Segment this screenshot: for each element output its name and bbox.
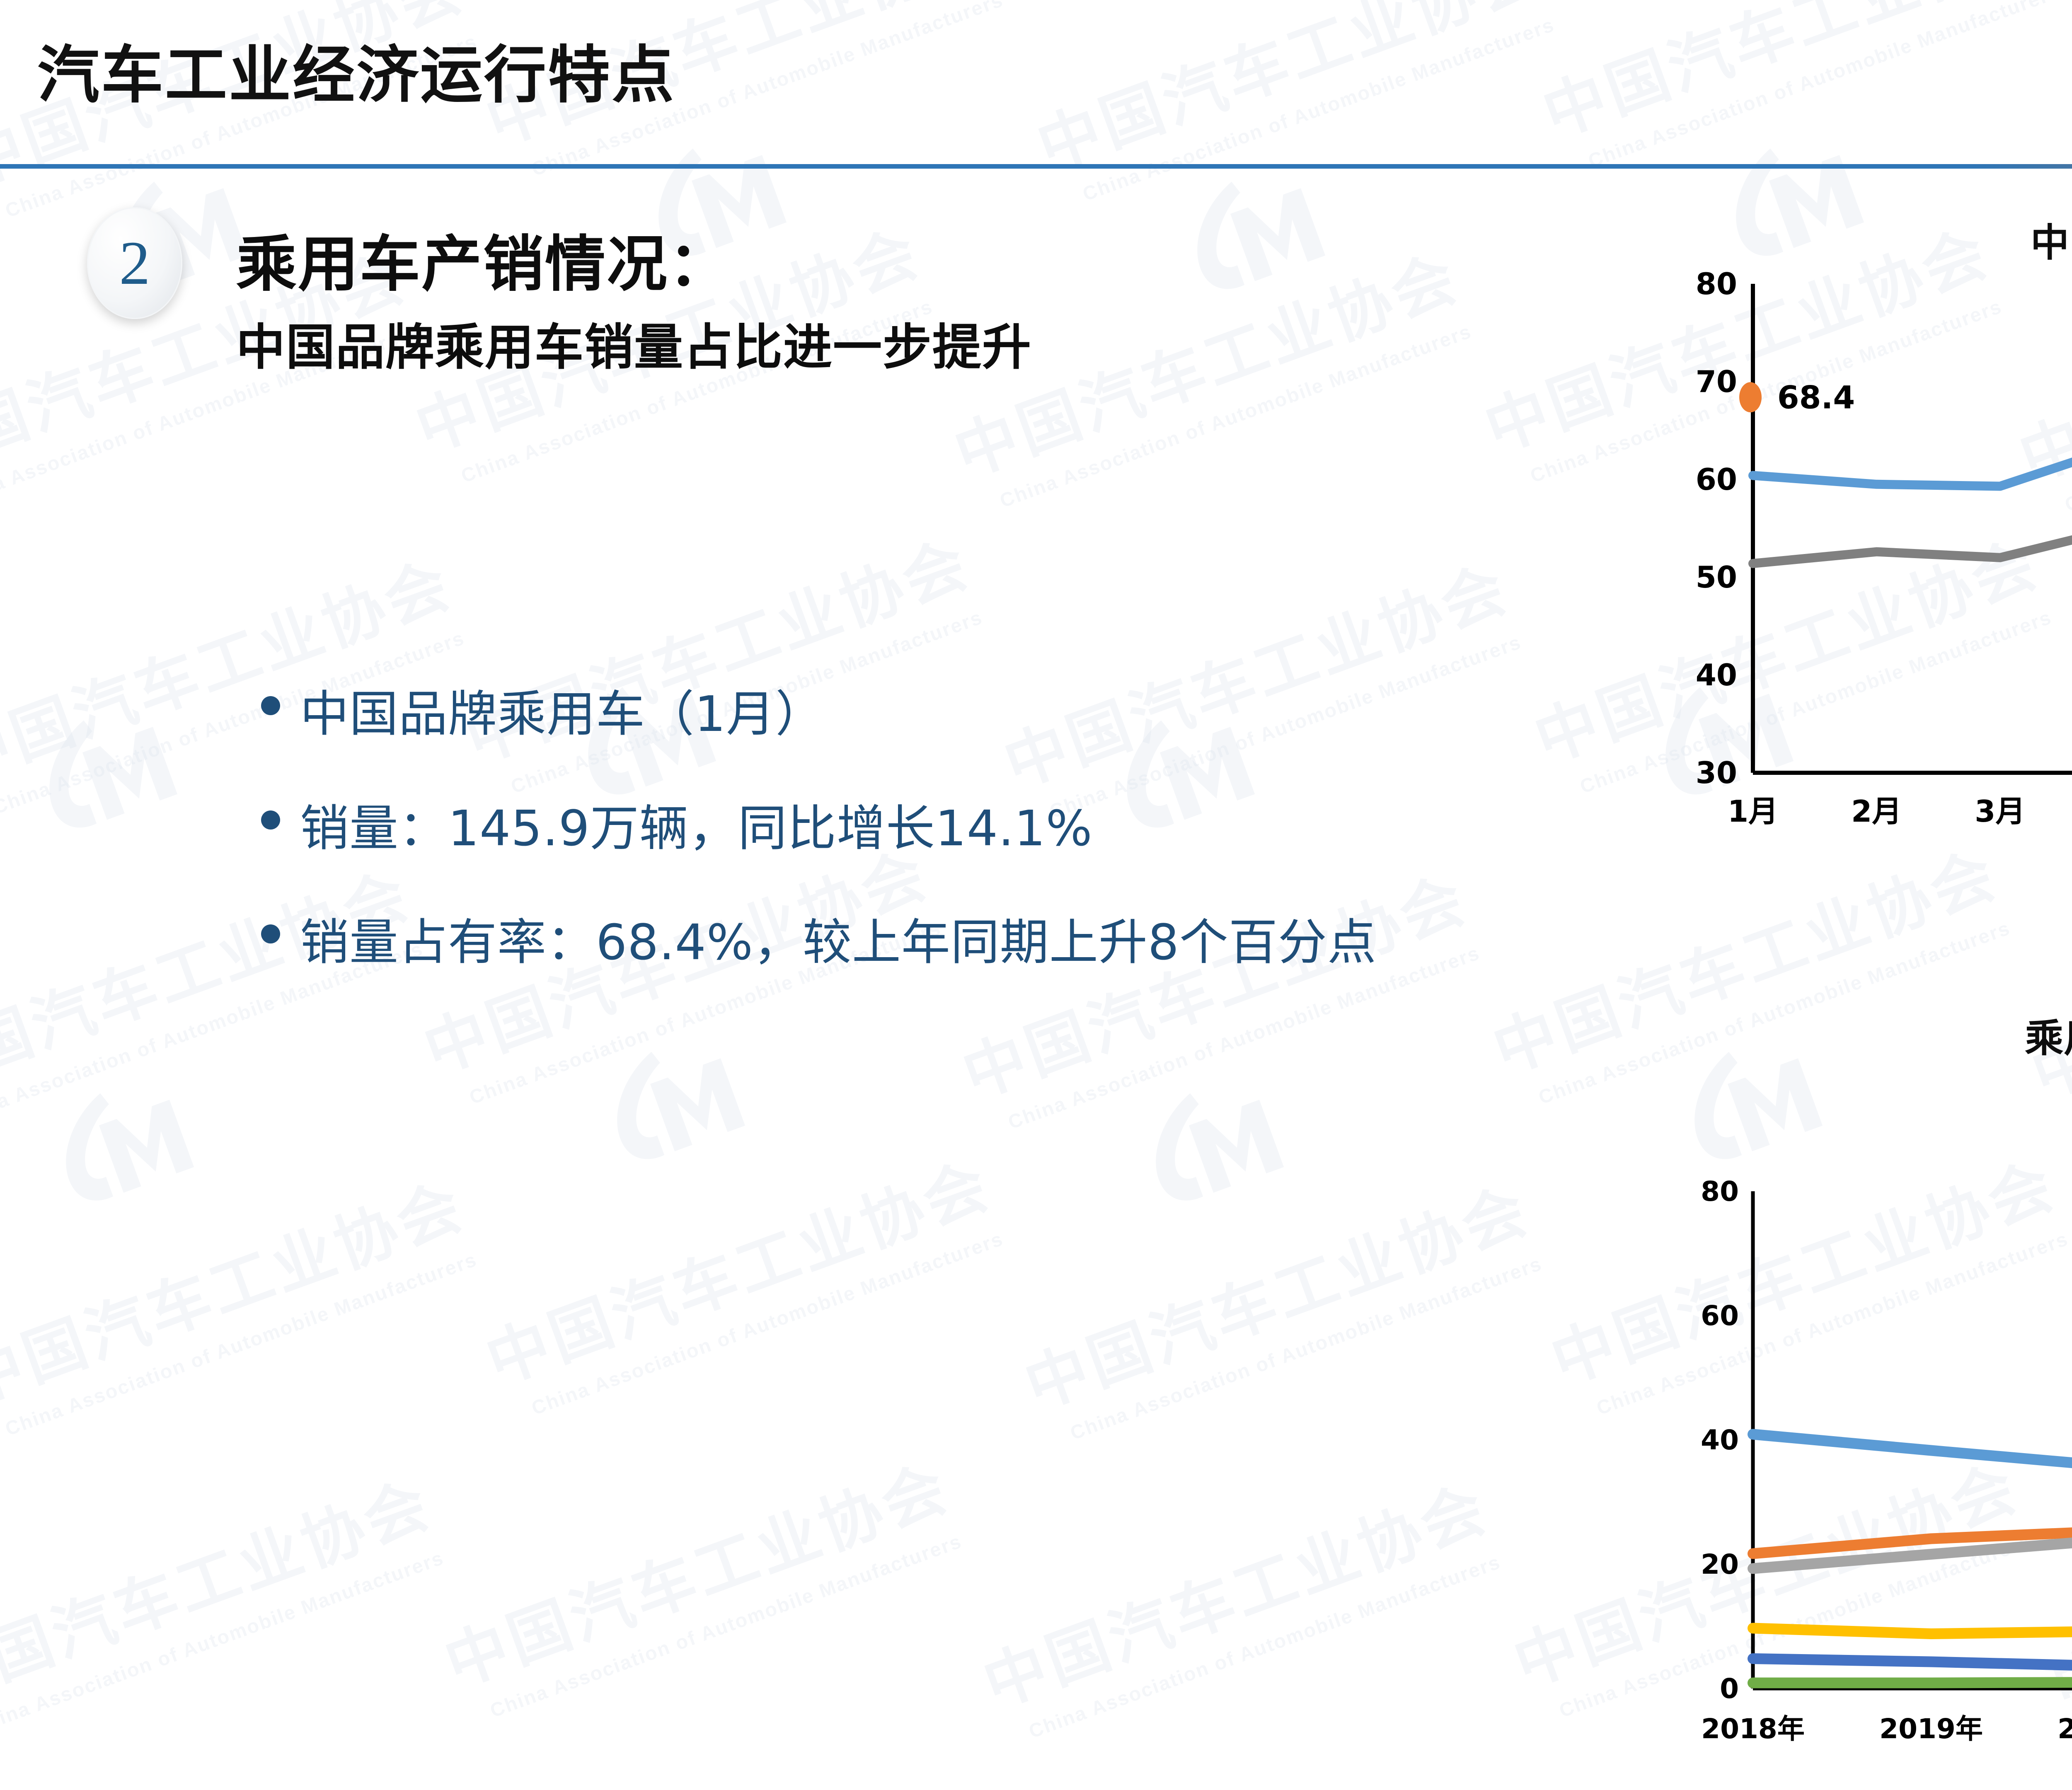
svg-text:80: 80 <box>1696 267 1737 301</box>
section-number: 2 <box>119 229 150 298</box>
svg-text:1月: 1月 <box>1728 794 1778 829</box>
bullet-dot-icon <box>261 696 280 715</box>
bullet-dot-icon <box>261 924 280 944</box>
svg-text:3月: 3月 <box>1975 794 2025 829</box>
svg-text:40: 40 <box>1696 658 1737 692</box>
svg-text:2月: 2月 <box>1851 794 1902 829</box>
bullet-dot-icon <box>261 810 280 830</box>
bullet-text: 销量占有率：68.4%，较上年同期上升8个百分点 <box>300 914 1377 971</box>
section-number-badge: 2 <box>87 207 182 319</box>
chart-title: 乘用车各国别车系销量占有率变化情况/% <box>2025 1016 2072 1061</box>
bullet-list: 中国品牌乘用车（1月） 销量：145.9万辆，同比增长14.1% 销量占有率：6… <box>261 680 1608 1022</box>
chart-country-share: 乘用车各国别车系销量占有率变化情况/% 中国德系日系美系韩系其他 0 20 40 60… <box>1616 1007 2072 1784</box>
slide-header: 汽车工业经济运行特点 <box>0 0 2072 169</box>
svg-text:40: 40 <box>1701 1424 1739 1456</box>
svg-text:30: 30 <box>1696 755 1737 790</box>
chart-plot-area: 3040506070801月2月3月4月5月6月7月8月9月10月11月12月6… <box>1616 267 2072 856</box>
section-heading: 乘用车产销情况： <box>236 229 730 300</box>
list-item: 中国品牌乘用车（1月） <box>261 680 1608 749</box>
chart-legend: 中国德系日系美系韩系其他 <box>1616 1072 2072 1158</box>
svg-text:60: 60 <box>1701 1300 1739 1332</box>
svg-text:68.4: 68.4 <box>1777 379 1855 416</box>
chart-market-share: 中国品牌乘用车市场占有率变化情况 / % 3040506070801月2月3月4… <box>1616 211 2072 911</box>
chart-plot-area: 0204060802018年2019年2020年2021年2022年2023年2… <box>1616 1162 2072 1784</box>
svg-text:50: 50 <box>1696 560 1737 595</box>
svg-text:2018年: 2018年 <box>1701 1713 1805 1745</box>
chart-legend: 2023年2024年2025年 <box>1616 870 2072 911</box>
section-subheading: 中国品牌乘用车销量占比进一步提升 <box>236 319 1032 376</box>
bullet-text: 中国品牌乘用车（1月） <box>300 685 825 743</box>
chart-title: 中国品牌乘用车市场占有率变化情况 / % <box>2031 220 2072 265</box>
svg-text:2019年: 2019年 <box>1879 1713 1983 1745</box>
svg-text:70: 70 <box>1696 364 1737 399</box>
page-title: 汽车工业经济运行特点 <box>37 39 676 111</box>
svg-text:60: 60 <box>1696 462 1737 497</box>
svg-text:20: 20 <box>1701 1548 1739 1580</box>
svg-text:2020年: 2020年 <box>2057 1713 2072 1745</box>
svg-text:0: 0 <box>1720 1673 1739 1705</box>
bullet-text: 销量：145.9万辆，同比增长14.1% <box>300 799 1093 857</box>
list-item: 销量：145.9万辆，同比增长14.1% <box>261 794 1608 864</box>
header-divider <box>0 164 2072 169</box>
svg-text:80: 80 <box>1701 1176 1739 1207</box>
list-item: 销量占有率：68.4%，较上年同期上升8个百分点 <box>261 908 1608 977</box>
left-content-column: 2 乘用车产销情况： 中国品牌乘用车销量占比进一步提升 中国品牌乘用车（1月） … <box>0 178 1616 1670</box>
